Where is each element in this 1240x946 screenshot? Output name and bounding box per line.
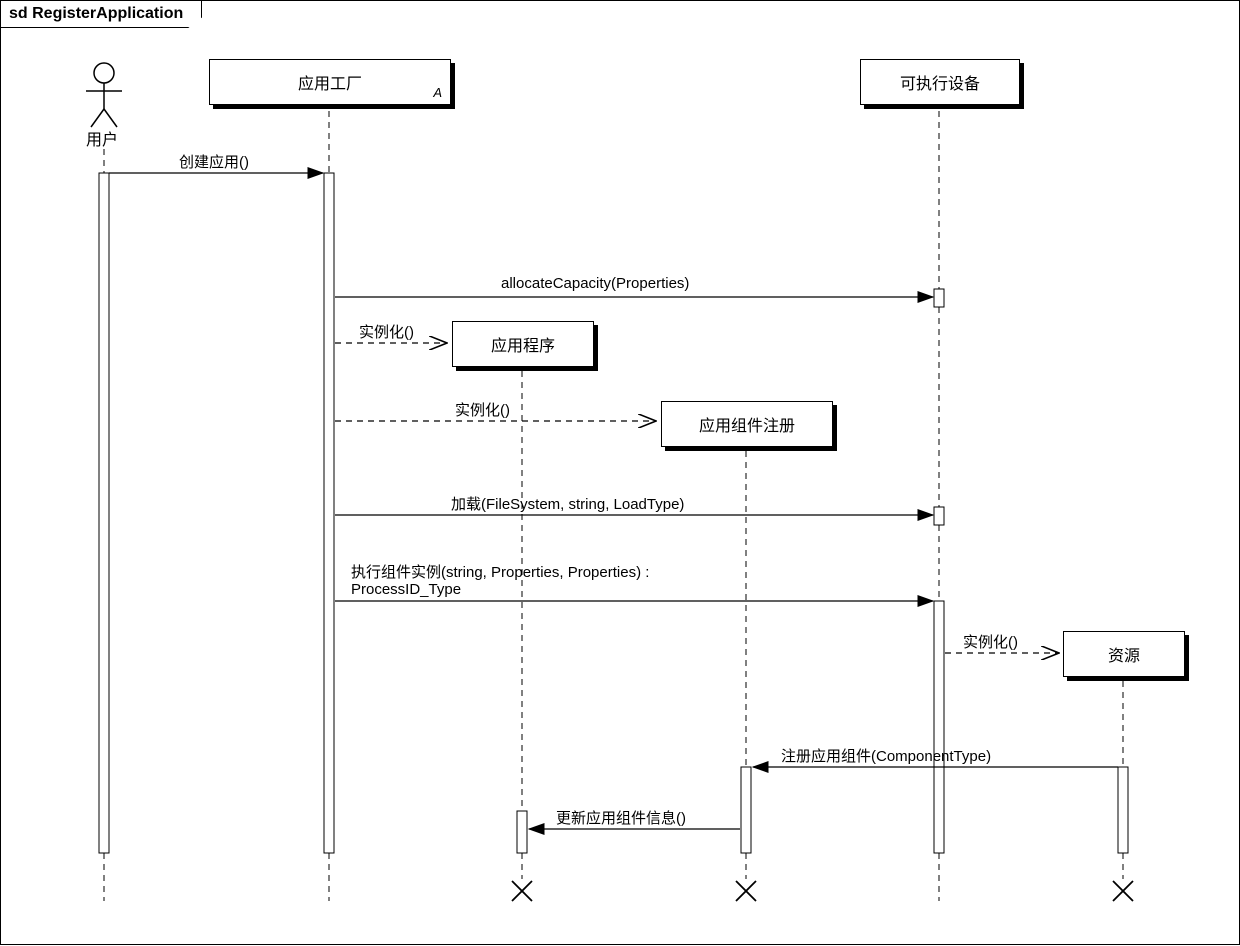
actor-label: 用户 bbox=[86, 126, 118, 150]
lifeline-factory-label: 应用工厂 bbox=[298, 76, 362, 93]
msg-inst-resource: 实例化() bbox=[963, 631, 1018, 652]
msg-register-comp: 注册应用组件(ComponentType) bbox=[781, 745, 991, 766]
lifeline-device: 可执行设备 bbox=[860, 59, 1020, 105]
msg-load: 加载(FileSystem, string, LoadType) bbox=[451, 493, 684, 514]
lifeline-resource: 资源 bbox=[1063, 631, 1185, 677]
lifeline-app: 应用程序 bbox=[452, 321, 594, 367]
actor-figure bbox=[86, 63, 122, 127]
msg-inst-reg: 实例化() bbox=[455, 399, 510, 420]
sequence-diagram-frame: sd RegisterApplication bbox=[0, 0, 1240, 945]
msg-create-app: 创建应用() bbox=[179, 151, 249, 172]
msg-exec-line2: ProcessID_Type bbox=[351, 581, 461, 598]
lifeline-factory: 应用工厂 A bbox=[209, 59, 451, 105]
msg-allocate: allocateCapacity(Properties) bbox=[501, 275, 689, 292]
abstract-marker: A bbox=[433, 85, 442, 100]
msg-inst-app: 实例化() bbox=[359, 321, 414, 342]
msg-update-comp: 更新应用组件信息() bbox=[556, 807, 686, 828]
msg-exec-line1: 执行组件实例(string, Properties, Properties) : bbox=[351, 561, 649, 582]
diagram-svg bbox=[1, 1, 1240, 946]
lifeline-reg: 应用组件注册 bbox=[661, 401, 833, 447]
